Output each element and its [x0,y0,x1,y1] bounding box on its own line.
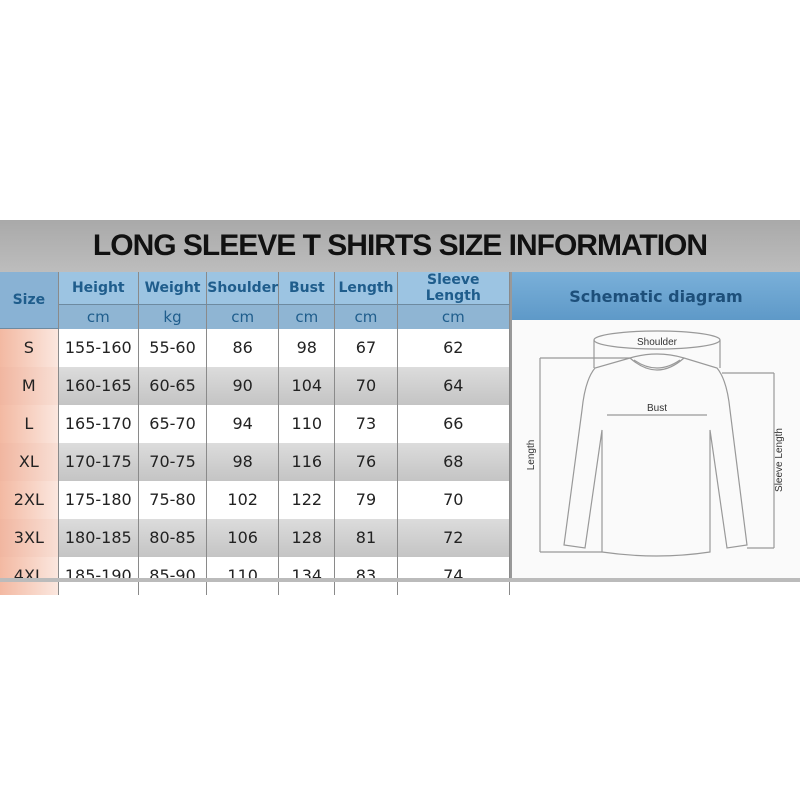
value-cell: 70 [334,366,398,405]
header-row-units: cm kg cm cm cm cm [0,304,511,329]
value-cell: 79 [334,480,398,519]
neckline [629,357,685,371]
column-unit: cm [334,304,398,329]
value-cell: 104 [278,366,336,405]
tshirt-diagram: Shoulder Bust Length Sleeve Length [526,330,785,557]
tshirt-outline [563,353,748,557]
value-cell: 64 [397,366,511,405]
value-cell: 94 [206,404,280,443]
value-cell: 86 [206,328,280,367]
column-unit: cm [278,304,336,329]
value-cell: 76 [334,442,398,481]
value-cell: 90 [206,366,280,405]
value-cell: 165-170 [58,404,139,443]
value-cell: 65-70 [138,404,208,443]
value-cell: 75-80 [138,480,208,519]
value-cell: 128 [278,518,336,557]
size-cell: 2XL [0,480,59,519]
schematic-title: Schematic diagram [512,272,800,320]
shoulder-label: Shoulder [637,337,678,348]
value-cell: 160-165 [58,366,139,405]
value-cell: 67 [334,328,398,367]
value-cell: 55-60 [138,328,208,367]
column-unit: cm [58,304,139,329]
value-cell: 70 [397,480,511,519]
page-title: LONG SLEEVE T SHIRTS SIZE INFORMATION [0,220,800,272]
value-cell: 74 [397,556,511,595]
value-cell: 175-180 [58,480,139,519]
bottom-divider [0,578,800,582]
size-table: Size Height Weight Shoulder Bust Length … [0,272,511,595]
value-cell: 85-90 [138,556,208,595]
value-cell: 122 [278,480,336,519]
column-header: Bust [278,272,336,305]
size-cell: M [0,366,59,405]
table-row: M 160-165 60-65 90 104 70 64 [0,366,511,405]
size-cell: XL [0,442,59,481]
table-row: 4XL 185-190 85-90 110 134 83 74 [0,556,511,595]
value-cell: 110 [278,404,336,443]
column-header: Weight [138,272,208,305]
value-cell: 68 [397,442,511,481]
header-row-names: Size Height Weight Shoulder Bust Length … [0,272,511,329]
size-header: Size [0,272,59,329]
value-cell: 98 [206,442,280,481]
value-cell: 62 [397,328,511,367]
value-cell: 66 [397,404,511,443]
column-unit: cm [397,304,511,329]
value-cell: 83 [334,556,398,595]
column-header: Length [334,272,398,305]
table-row: S 155-160 55-60 86 98 67 62 [0,328,511,367]
value-cell: 70-75 [138,442,208,481]
value-cell: 180-185 [58,518,139,557]
size-cell: 4XL [0,556,59,595]
value-cell: 106 [206,518,280,557]
value-cell: 155-160 [58,328,139,367]
table-row: 2XL 175-180 75-80 102 122 79 70 [0,480,511,519]
value-cell: 60-65 [138,366,208,405]
value-cell: 102 [206,480,280,519]
value-cell: 110 [206,556,280,595]
size-cell: 3XL [0,518,59,557]
size-cell: S [0,328,59,367]
bust-label: Bust [647,403,667,414]
column-header: Shoulder [206,272,280,305]
column-unit: cm [206,304,280,329]
value-cell: 72 [397,518,511,557]
value-cell: 73 [334,404,398,443]
column-unit: kg [138,304,208,329]
sleeve-length-label: Sleeve Length [774,428,785,492]
value-cell: 185-190 [58,556,139,595]
value-cell: 134 [278,556,336,595]
value-cell: 81 [334,518,398,557]
value-cell: 80-85 [138,518,208,557]
table-row: L 165-170 65-70 94 110 73 66 [0,404,511,443]
column-header: Sleeve Length [397,272,511,305]
table-row: 3XL 180-185 80-85 106 128 81 72 [0,518,511,557]
schematic-panel: Schematic diagram Shoulder Bust Length S… [510,272,800,580]
value-cell: 116 [278,442,336,481]
value-cell: 98 [278,328,336,367]
table-row: XL 170-175 70-75 98 116 76 68 [0,442,511,481]
value-cell: 170-175 [58,442,139,481]
length-label: Length [526,440,537,471]
column-header: Height [58,272,139,305]
size-cell: L [0,404,59,443]
